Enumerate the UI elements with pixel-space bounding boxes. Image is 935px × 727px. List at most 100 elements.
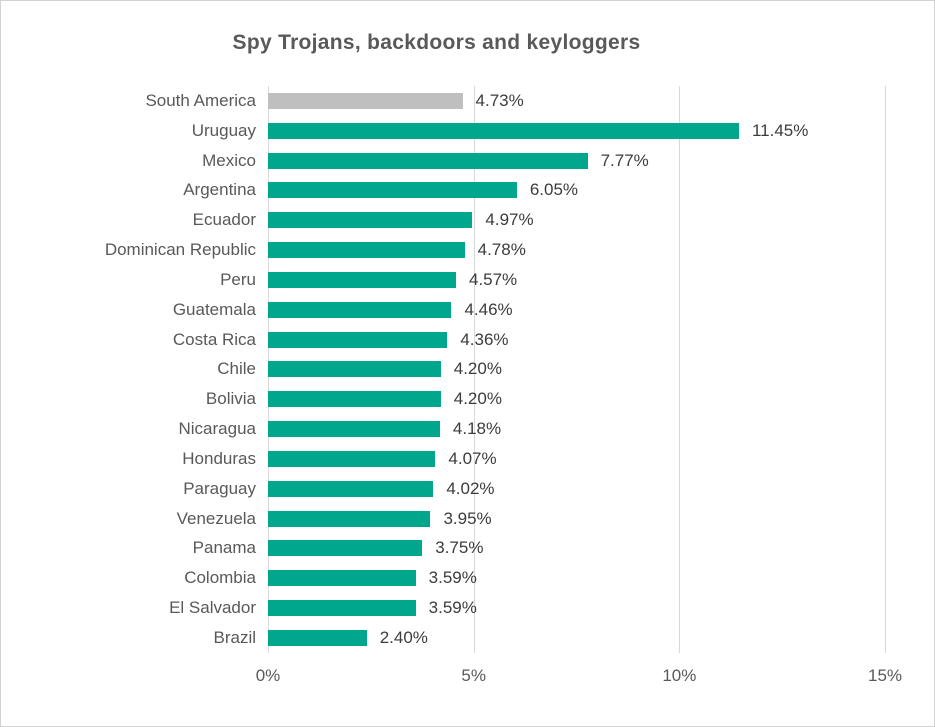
value-label: 3.95%	[443, 508, 492, 528]
bar	[268, 450, 436, 467]
bar-row: Costa Rica 4.36%	[1, 325, 934, 355]
bar-row: El Salvador 3.59%	[1, 593, 934, 623]
row-plot: 4.02%	[268, 474, 885, 504]
row-plot: 11.45%	[268, 116, 885, 146]
bar	[268, 122, 739, 139]
bar	[268, 391, 441, 408]
row-plot: 4.36%	[268, 325, 885, 355]
bar-row: Mexico 7.77%	[1, 146, 934, 176]
category-label: Costa Rica	[172, 329, 256, 349]
category-label: Venezuela	[176, 508, 256, 528]
value-label: 4.97%	[485, 210, 534, 230]
category-label: Mexico	[202, 150, 256, 170]
bar	[268, 152, 588, 169]
value-label: 4.18%	[452, 419, 502, 439]
category-label: Panama	[192, 538, 256, 558]
category-label: Argentina	[183, 180, 256, 200]
category-label: Colombia	[184, 568, 256, 588]
chart-title: Spy Trojans, backdoors and keyloggers	[232, 31, 641, 54]
bar	[268, 212, 473, 229]
bar	[268, 510, 431, 527]
value-label: 3.59%	[428, 568, 477, 588]
category-label: Nicaragua	[178, 419, 257, 439]
category-label: South America	[145, 90, 256, 110]
bar-row: Ecuador 4.97%	[1, 205, 934, 235]
bar	[268, 421, 440, 438]
gridline	[885, 86, 886, 653]
row-plot: 4.78%	[268, 235, 885, 265]
category-label: Honduras	[182, 448, 256, 468]
bar-row: Bolivia 4.20%	[1, 384, 934, 414]
x-axis: 0% 5% 10% 15%	[256, 653, 902, 699]
bar	[268, 629, 367, 646]
value-label: 2.40%	[379, 627, 428, 647]
value-label: 4.57%	[468, 269, 518, 289]
x-axis-tick: 10%	[662, 665, 697, 685]
bar-row: Colombia 3.59%	[1, 563, 934, 593]
gridline	[679, 86, 681, 653]
bar-row: Brazil 2.40%	[1, 623, 934, 653]
row-plot: 3.59%	[268, 593, 885, 623]
row-plot: 4.57%	[268, 265, 885, 295]
x-axis-tick: 5%	[461, 665, 486, 685]
row-plot: 6.05%	[268, 175, 885, 205]
row-plot: 4.20%	[268, 354, 885, 384]
bar	[268, 540, 423, 557]
bar	[268, 480, 434, 497]
bar	[268, 271, 456, 288]
value-label: 3.59%	[428, 597, 477, 617]
value-label: 3.75%	[435, 538, 484, 558]
category-label: Guatemala	[172, 299, 256, 319]
row-plot: 4.07%	[268, 444, 885, 474]
bar	[268, 331, 448, 348]
category-label: Chile	[217, 359, 256, 379]
bar-row: Panama 3.75%	[1, 533, 934, 563]
bar-row: Venezuela 3.95%	[1, 504, 934, 534]
row-plot: 4.73%	[268, 86, 885, 116]
gridline	[473, 86, 475, 653]
category-label: Bolivia	[205, 389, 256, 409]
category-label: Paraguay	[183, 478, 256, 498]
value-label: 4.36%	[460, 329, 509, 349]
category-label: El Salvador	[169, 597, 256, 617]
bar	[268, 301, 452, 318]
bar-row: Guatemala 4.46%	[1, 295, 934, 325]
bar-row: Dominican Republic 4.78%	[1, 235, 934, 265]
x-axis-tick: 0%	[255, 665, 281, 685]
row-plot: 7.77%	[268, 146, 885, 176]
value-label: 4.73%	[475, 90, 524, 110]
row-plot: 4.20%	[268, 384, 885, 414]
value-label: 4.07%	[448, 448, 497, 468]
bar	[268, 361, 441, 378]
bar-row: Chile 4.20%	[1, 354, 934, 384]
plot-area: South America 4.73% Uruguay 11.45% Mexic…	[1, 86, 934, 653]
value-label: 7.77%	[600, 150, 649, 170]
value-label: 4.02%	[446, 478, 495, 498]
row-plot: 4.18%	[268, 414, 885, 444]
category-label: Ecuador	[192, 210, 256, 230]
row-plot: 3.59%	[268, 563, 885, 593]
row-plot: 4.46%	[268, 295, 885, 325]
row-plot: 4.97%	[268, 205, 885, 235]
bar	[268, 92, 463, 109]
row-plot: 2.40%	[268, 623, 885, 653]
category-label: Uruguay	[191, 120, 256, 140]
row-plot: 3.75%	[268, 533, 885, 563]
x-axis-tick: 15%	[867, 665, 903, 685]
bar-row: Uruguay 11.45%	[1, 116, 934, 146]
row-plot: 3.95%	[268, 504, 885, 534]
bar-row: Peru 4.57%	[1, 265, 934, 295]
bar	[268, 599, 416, 616]
bar-row: Argentina 6.05%	[1, 175, 934, 205]
bar-rows: South America 4.73% Uruguay 11.45% Mexic…	[1, 86, 934, 653]
bar	[268, 182, 517, 199]
value-label: 11.45%	[751, 120, 809, 140]
value-label: 4.20%	[453, 389, 502, 409]
category-label: Brazil	[213, 627, 256, 647]
bar	[268, 242, 465, 259]
value-label: 4.20%	[453, 359, 502, 379]
bar-row: South America 4.73%	[1, 86, 934, 116]
bar-row: Paraguay 4.02%	[1, 474, 934, 504]
bar-row: Nicaragua 4.18%	[1, 414, 934, 444]
